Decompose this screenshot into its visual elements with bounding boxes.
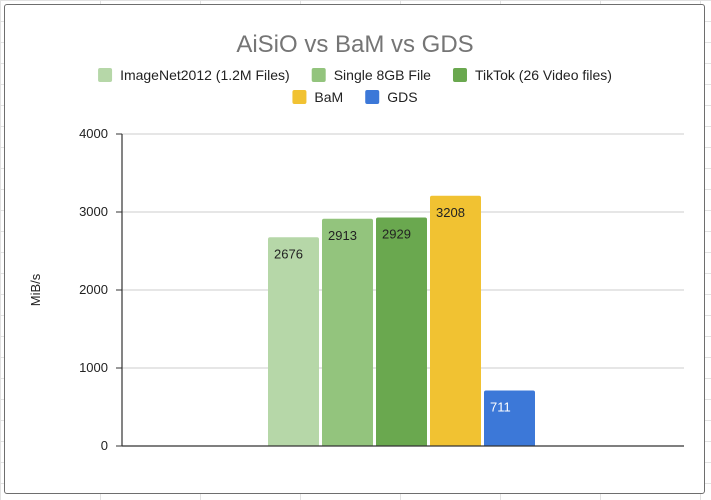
y-tick-label: 0 <box>101 438 108 453</box>
legend-swatch <box>98 68 113 82</box>
legend-label: ImageNet2012 (1.2M Files) <box>120 67 290 83</box>
chart-title: AiSiO vs BaM vs GDS <box>236 31 473 58</box>
bar-value-label: 2913 <box>328 228 357 243</box>
y-tick-label: 2000 <box>79 282 108 297</box>
legend-swatch <box>365 90 380 104</box>
bar-value-label: 3208 <box>436 205 465 220</box>
y-axis-label: MiB/s <box>28 273 43 306</box>
bar-value-label: 711 <box>490 400 511 415</box>
bars[interactable]: 2676 2913 2929 3208 711 <box>268 195 535 446</box>
bar-value-label: 2676 <box>274 246 303 261</box>
legend-swatch <box>311 68 326 82</box>
legend-label: GDS <box>387 89 417 105</box>
bar-2[interactable] <box>322 218 373 446</box>
bar-3[interactable] <box>376 217 427 446</box>
bar-1[interactable] <box>268 237 319 446</box>
bar-value-label: 2929 <box>382 227 411 242</box>
legend-label: Single 8GB File <box>334 67 431 83</box>
legend-label: BaM <box>314 89 343 105</box>
y-tick-label: 3000 <box>79 204 108 219</box>
legend-swatch <box>452 68 467 82</box>
legend-label: TikTok (26 Video files) <box>475 67 612 83</box>
legend-swatch <box>292 90 307 104</box>
bar-5[interactable] <box>484 390 535 446</box>
y-tick-label: 4000 <box>79 126 108 141</box>
y-tick-label: 1000 <box>79 360 108 375</box>
bar-4[interactable] <box>430 195 481 446</box>
y-axis-ticks: 0 1000 2000 3000 4000 <box>79 126 123 453</box>
chart-legend[interactable]: ImageNet2012 (1.2M Files) Single 8GB File… <box>98 67 612 105</box>
